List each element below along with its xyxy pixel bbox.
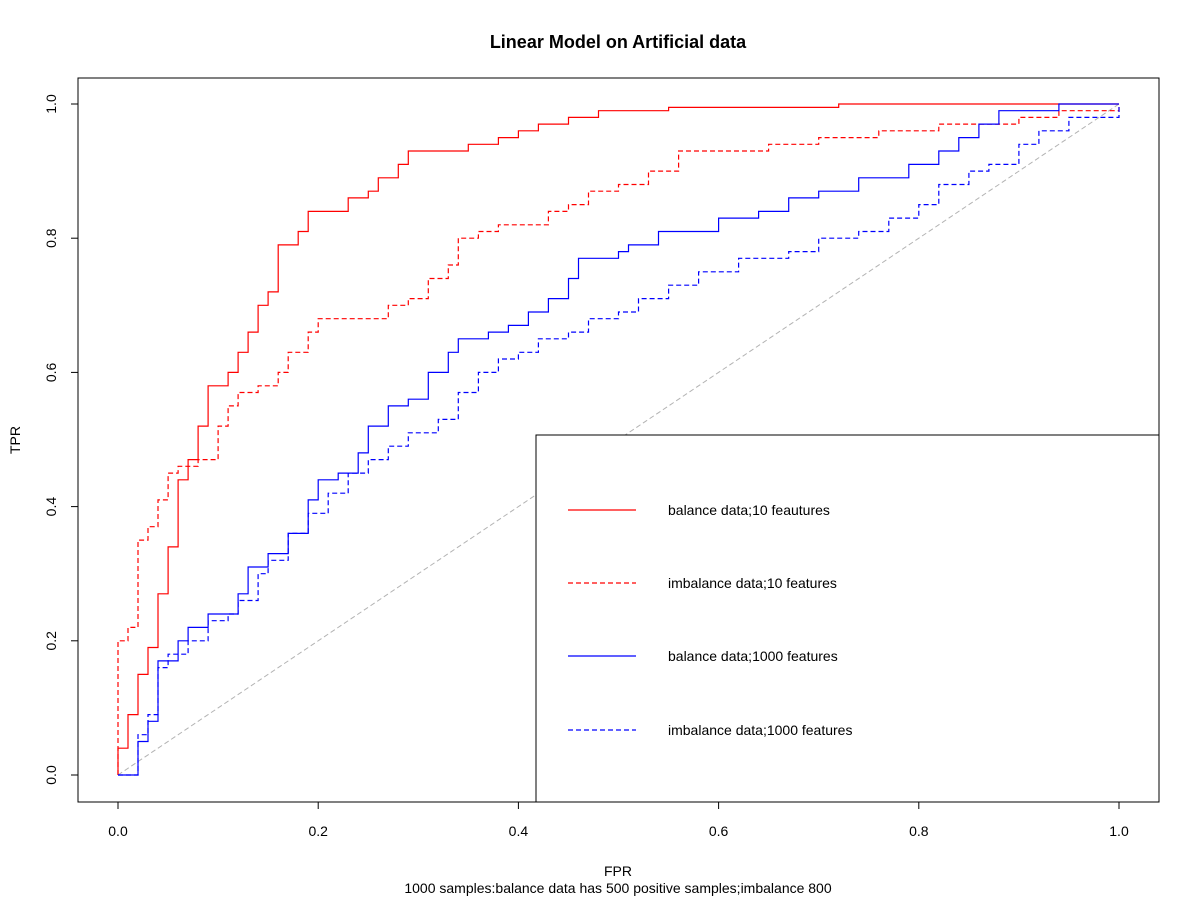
x-tick-label: 0.8 [909,823,929,839]
x-axis-label: FPR [604,863,632,879]
x-tick-label: 1.0 [1109,823,1129,839]
series-layer [117,103,1120,776]
x-axis: 0.0 0.2 0.4 0.6 0.8 1.0 [108,801,1129,839]
series-line-1 [117,103,1119,775]
series-line-4 [118,104,1120,776]
y-tick-label: 0.4 [43,497,59,517]
legend-label-2: imbalance data;10 features [668,575,837,591]
legend-box [535,434,1160,803]
y-axis: 0.0 0.2 0.4 0.6 0.8 1.0 [43,94,79,785]
x-tick-label: 0.2 [308,823,328,839]
y-tick-label: 0.6 [43,362,59,382]
x-tick-label: 0.6 [709,823,729,839]
legend: balance data;10 feautures imbalance data;… [535,434,1160,803]
legend-label-4: imbalance data;1000 features [668,722,852,738]
series-line-2 [117,104,1120,775]
y-axis-label: TPR [7,426,23,454]
y-tick-label: 0.2 [43,631,59,651]
x-tick-label: 0.4 [509,823,529,839]
legend-label-3: balance data;1000 features [668,648,838,664]
y-tick-label: 1.0 [43,94,59,114]
y-tick-label: 0.8 [43,228,59,248]
y-tick-label: 0.0 [43,765,59,785]
x-tick-label: 0.0 [108,823,128,839]
chart-title: Linear Model on Artificial data [490,32,747,52]
chart-subtitle: 1000 samples:balance data has 500 positi… [404,880,831,896]
legend-label-1: balance data;10 feautures [668,502,830,518]
